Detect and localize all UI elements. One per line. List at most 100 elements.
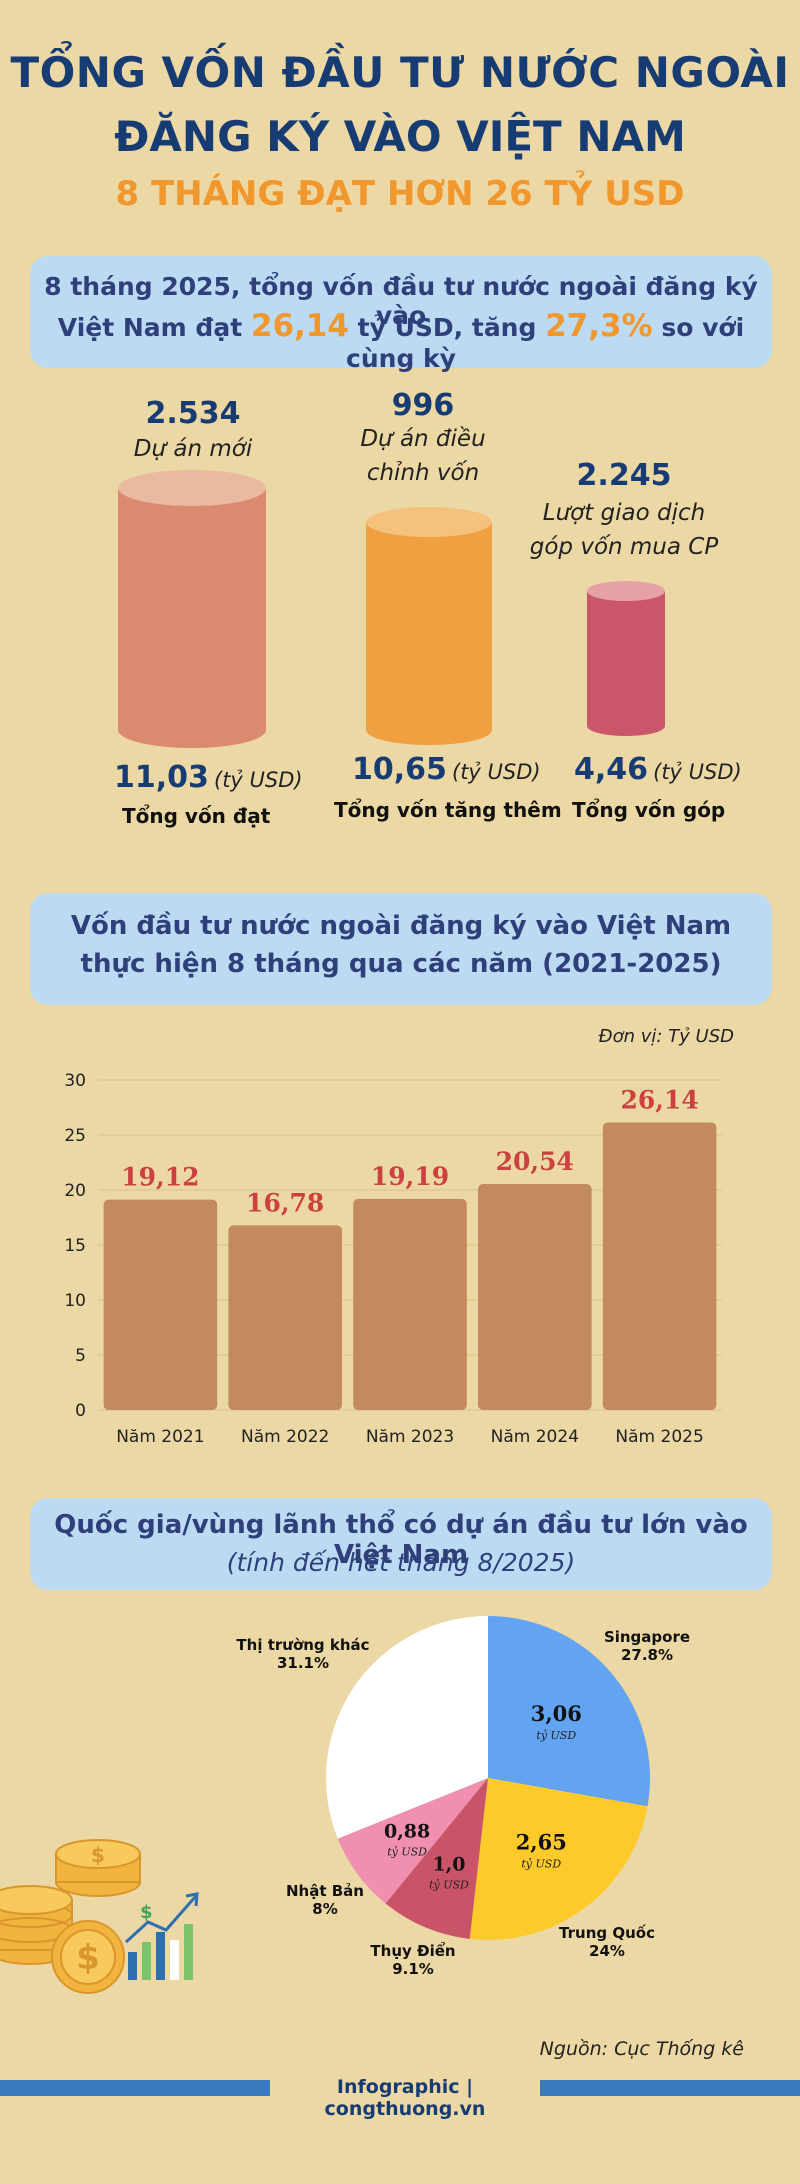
pie-slice-3 (385, 1778, 488, 1939)
bar-data-label: 19,12 (121, 1163, 199, 1192)
cylinder-top-3 (587, 581, 665, 601)
page-title-line2: ĐĂNG KÝ VÀO VIỆT NAM (114, 112, 686, 161)
pie-slice-1 (488, 1616, 651, 1807)
pie-label-japan: Nhật Bản 8% (250, 1882, 400, 1918)
section3-title-line2: (tính đến hết tháng 8/2025) (226, 1548, 576, 1577)
pie-slice-amount: 0,88 (384, 1821, 430, 1843)
section2-title-line1: Vốn đầu tư nước ngoài đăng ký vào Việt N… (70, 911, 732, 941)
summary-percent: 27,3% (545, 308, 653, 344)
bar-data-label: 20,54 (496, 1147, 574, 1176)
pie-slice-4 (337, 1778, 488, 1904)
pie-label-japan-pct: 8% (312, 1900, 338, 1918)
pie-slice-unit: tỷ USD (536, 1729, 576, 1742)
pie-slice-unit: tỷ USD (429, 1879, 469, 1892)
pie-label-singapore: Singapore 27.8% (572, 1628, 722, 1664)
pie-label-singapore-pct: 27.8% (620, 1646, 674, 1664)
svg-text:$: $ (91, 1843, 105, 1867)
pie-label-china-pct: 24% (589, 1942, 625, 1960)
stat-caption-adjusted: Tổng vốn tăng thêm (334, 798, 562, 822)
stat-label-adjusted-2: chỉnh vốn (366, 460, 480, 486)
stat-count-new-projects: 2.534 (145, 396, 241, 431)
pie-slice-amount: 3,06 (531, 1701, 582, 1726)
cylinder-body-1 (118, 488, 266, 748)
pie-label-others: Thị trường khác 31.1% (228, 1636, 378, 1672)
summary-value: 26,14 (250, 308, 349, 344)
stat-count-contributions: 2.245 (576, 458, 672, 493)
cylinder-illustration (118, 470, 665, 748)
cylinder-top-2 (366, 507, 492, 537)
footer-gap (270, 2074, 540, 2102)
bar-data-label: 19,19 (371, 1162, 449, 1191)
section2-title-line2: thực hiện 8 tháng qua các năm (2021-2025… (80, 949, 722, 979)
bar-y-tick-label: 0 (75, 1401, 86, 1421)
pie-slice-unit: tỷ USD (521, 1857, 561, 1870)
bar-x-tick-label: Năm 2021 (116, 1427, 204, 1447)
svg-text:$: $ (76, 1938, 100, 1978)
bar-y-tick-label: 25 (64, 1126, 86, 1146)
pie-label-china-name: Trung Quốc (559, 1924, 655, 1942)
pie-slice-5 (325, 1616, 488, 1839)
bar-y-tick-label: 20 (64, 1181, 86, 1201)
bar-chart-unit-note: Đơn vị: Tỷ USD (598, 1026, 734, 1047)
bar-data-label: 26,14 (620, 1085, 698, 1114)
bar-5 (602, 1122, 717, 1410)
bar-y-tick-label: 15 (64, 1236, 86, 1256)
summary-text-c: so với cùng kỳ (346, 313, 745, 373)
bar-y-tick-label: 10 (64, 1291, 86, 1311)
pie-label-sweden-name: Thụy Điển (370, 1942, 456, 1960)
pie-slice-amount: 2,65 (516, 1829, 567, 1854)
pie-label-others-name: Thị trường khác (236, 1636, 370, 1654)
bar-1 (103, 1199, 218, 1410)
bar-x-tick-label: Năm 2023 (366, 1427, 454, 1447)
coins-illustration-icon: $ $ $ (0, 1839, 199, 1994)
stat-label-contrib-1: Lượt giao dịch (542, 500, 706, 526)
stat-value-contrib-number: 4,46 (574, 752, 649, 787)
bar-y-tick-label: 30 (64, 1071, 86, 1091)
bar-4 (478, 1184, 592, 1410)
cylinder-top-1 (118, 470, 266, 506)
stat-value-contrib: 4,46 (tỷ USD) (574, 752, 742, 787)
section2-title-box: Vốn đầu tư nước ngoài đăng ký vào Việt N… (30, 893, 772, 1005)
footer-credit: Infographic | congthuong.vn (324, 2076, 486, 2120)
bar-data-label: 16,78 (246, 1188, 324, 1217)
cylinder-body-3 (587, 591, 665, 736)
stat-label-new-projects: Dự án mới (133, 436, 253, 462)
section3-title-line1: Quốc gia/vùng lãnh thổ có dự án đầu tư l… (54, 1510, 748, 1570)
cylinder-new-projects (118, 470, 266, 748)
bar-y-tick-label: 5 (75, 1346, 86, 1366)
section3-title-box: Quốc gia/vùng lãnh thổ có dự án đầu tư l… (30, 1498, 772, 1590)
bar-x-tick-label: Năm 2024 (491, 1427, 579, 1447)
pie-label-sweden-pct: 9.1% (392, 1960, 434, 1978)
cylinder-contributions (587, 581, 665, 736)
summary-line2: Việt Nam đạt 26,14 tỷ USD, tăng 27,3% so… (30, 308, 772, 373)
bar-x-tick-label: Năm 2022 (241, 1427, 329, 1447)
stat-caption-new: Tổng vốn đạt (122, 804, 271, 828)
bar-2 (228, 1225, 342, 1410)
bar-x-tick-label: Năm 2025 (615, 1427, 703, 1447)
cylinder-body-2 (366, 522, 492, 745)
svg-text:$: $ (140, 1902, 153, 1923)
pie-label-japan-name: Nhật Bản (286, 1882, 364, 1900)
pie-slice-unit: tỷ USD (387, 1846, 427, 1859)
page-title-line1: TỔNG VỐN ĐẦU TƯ NƯỚC NGOÀI (10, 48, 790, 97)
summary-text-a: Việt Nam đạt (57, 313, 243, 342)
bar-chart: 0 5 10 15 20 25 30 19,12 Năm 2021 16,78 Năm 2022 19… (64, 1071, 722, 1447)
pie-chart: 3,06 tỷ USD 2,65 tỷ USD 1,0 tỷ USD 0,88 tỷ USD (325, 1616, 651, 1940)
pie-label-others-pct: 31.1% (276, 1654, 330, 1672)
pie-label-sweden: Thụy Điển 9.1% (338, 1942, 488, 1978)
stat-value-adjusted-unit: (tỷ USD) (452, 760, 541, 784)
summary-text-b: tỷ USD, tăng (357, 313, 537, 342)
page-subtitle: 8 THÁNG ĐẠT HƠN 26 TỶ USD (115, 174, 685, 214)
source-note: Nguồn: Cục Thống kê (539, 2038, 744, 2060)
summary-line1: 8 tháng 2025, tổng vốn đầu tư nước ngoài… (44, 272, 758, 330)
pie-slice-2 (469, 1778, 648, 1940)
bar-3 (353, 1198, 467, 1410)
pie-slice-amount: 1,0 (432, 1854, 465, 1876)
stat-value-new: 11,03 (tỷ USD) (114, 760, 303, 795)
summary-box: 8 tháng 2025, tổng vốn đầu tư nước ngoài… (30, 256, 772, 373)
stat-value-new-number: 11,03 (114, 760, 209, 795)
stat-value-new-unit: (tỷ USD) (214, 768, 303, 792)
stat-label-contrib-2: góp vốn mua CP (529, 534, 719, 560)
stat-caption-contrib: Tổng vốn góp (572, 798, 726, 822)
stat-value-adjusted: 10,65 (tỷ USD) (352, 752, 541, 787)
